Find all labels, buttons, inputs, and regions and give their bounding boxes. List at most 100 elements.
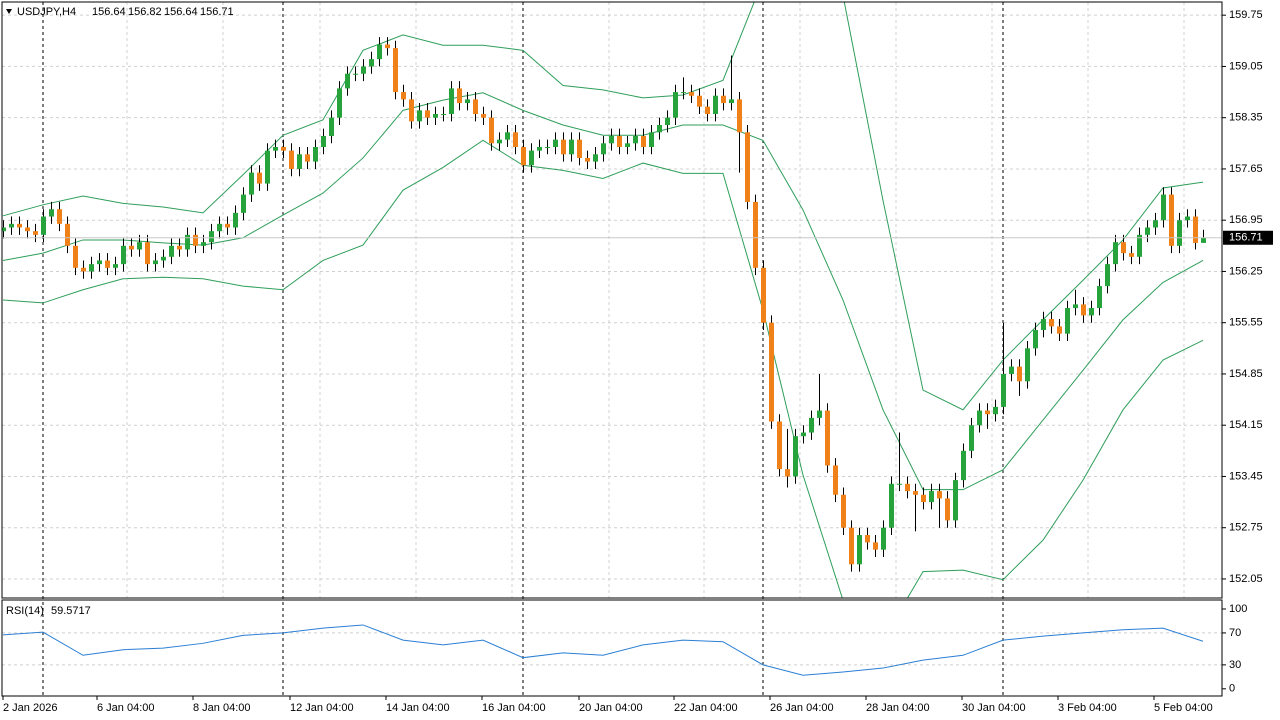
menu-arrow[interactable] (6, 9, 12, 14)
x-tick-label: 2 Jan 2026 (3, 702, 57, 714)
candle-body (969, 425, 974, 451)
candle-body (537, 146, 542, 151)
candle-body (1185, 216, 1190, 221)
candle-body (193, 234, 198, 246)
main-frame (1, 1, 1223, 599)
candle-body (913, 491, 918, 495)
candle-body (833, 465, 838, 495)
x-tick-label: 28 Jan 04:00 (866, 702, 930, 714)
candle-body (353, 73, 358, 75)
candle-body (1049, 319, 1054, 327)
candle-body (841, 494, 846, 528)
rsi-tick-label: 30 (1229, 659, 1241, 671)
candle-body (921, 494, 926, 503)
candle-body (777, 421, 782, 470)
candle-body (1105, 264, 1110, 287)
y-tick-label: 155.55 (1229, 317, 1263, 329)
candle-body (617, 135, 622, 147)
price-tag-label: 156.71 (1229, 232, 1263, 244)
rsi-label: RSI(14) (6, 605, 44, 617)
candle-body (553, 139, 558, 147)
y-tick-label: 153.45 (1229, 470, 1263, 482)
x-tick-label: 3 Feb 04:00 (1058, 702, 1117, 714)
candle-body (81, 267, 86, 272)
candle-body (65, 223, 70, 246)
candle-body (1009, 366, 1014, 374)
rsi-frame (1, 599, 1223, 697)
candle-body (825, 410, 830, 466)
candle-body (857, 535, 862, 565)
candle-body (609, 135, 614, 144)
candle-body (1001, 373, 1006, 407)
y-tick-label: 154.85 (1229, 368, 1263, 380)
candle-body (497, 139, 502, 144)
candle-body (369, 59, 374, 67)
candle-body (17, 223, 22, 228)
candle-body (721, 95, 726, 104)
candle-body (649, 132, 654, 147)
candle-body (1129, 253, 1134, 257)
candle-body (881, 527, 886, 550)
x-tick-label: 12 Jan 04:00 (290, 702, 354, 714)
candle-body (313, 146, 318, 162)
x-tick-label: 8 Jan 04:00 (193, 702, 251, 714)
candle-body (1145, 227, 1150, 235)
header-ohlc: 156.64 (164, 6, 198, 18)
candle-body (305, 154, 310, 162)
candle-body (185, 234, 190, 250)
x-tick-label: 30 Jan 04:00 (962, 702, 1026, 714)
candle-body (1153, 220, 1158, 228)
candle-body (977, 410, 982, 426)
candle-body (905, 483, 910, 492)
candle-body (1177, 220, 1182, 246)
candle-body (1057, 326, 1062, 334)
candle-body (753, 201, 758, 268)
candle-body (849, 527, 854, 565)
candle-body (745, 132, 750, 202)
y-tick-label: 158.35 (1229, 112, 1263, 124)
candle-body (409, 99, 414, 122)
candle-body (801, 432, 806, 437)
y-tick-label: 156.95 (1229, 214, 1263, 226)
symbol-label: USDJPY,H4 (17, 6, 76, 18)
candle-body (625, 143, 630, 147)
candle-body (345, 73, 350, 89)
rsi-value: 59.5717 (51, 605, 91, 617)
x-tick-label: 6 Jan 04:00 (97, 702, 155, 714)
candle-body (993, 406, 998, 415)
candle-body (641, 135, 646, 147)
rsi-tick-label: 70 (1229, 627, 1241, 639)
candle-body (633, 135, 638, 144)
x-tick-label: 5 Feb 04:00 (1154, 702, 1213, 714)
candle-body (137, 242, 142, 250)
candle-body (1081, 304, 1086, 316)
candle-body (105, 260, 110, 268)
candle-body (585, 157, 590, 162)
candle-body (25, 227, 30, 232)
candle-body (545, 146, 550, 148)
candle-body (273, 146, 278, 151)
candle-body (1113, 242, 1118, 265)
candle-body (817, 410, 822, 418)
candle-body (521, 146, 526, 166)
candle-body (297, 154, 302, 169)
candle-body (809, 417, 814, 433)
candle-body (257, 172, 262, 184)
y-tick-label: 154.15 (1229, 419, 1263, 431)
candle-body (361, 66, 366, 74)
candle-body (561, 139, 566, 155)
candle-body (153, 260, 158, 265)
candle-body (401, 92, 406, 100)
candle-body (865, 535, 870, 543)
candle-body (1137, 234, 1142, 257)
y-tick-label: 152.75 (1229, 522, 1263, 534)
candle-body (241, 194, 246, 213)
candle-body (1169, 194, 1174, 246)
candle-body (433, 114, 438, 118)
band-lower (2, 139, 1204, 598)
x-tick-label: 16 Jan 04:00 (482, 702, 546, 714)
candle-body (249, 172, 254, 195)
candle-body (329, 117, 334, 136)
candle-body (465, 99, 470, 104)
